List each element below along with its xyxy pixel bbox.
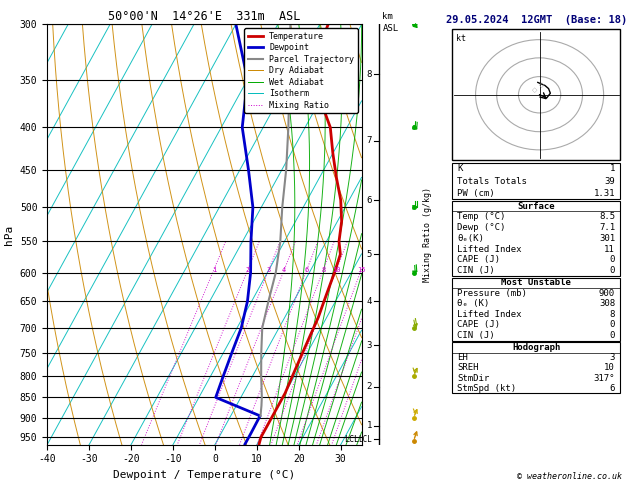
Text: StmDir: StmDir (457, 374, 489, 382)
Legend: Temperature, Dewpoint, Parcel Trajectory, Dry Adiabat, Wet Adiabat, Isotherm, Mi: Temperature, Dewpoint, Parcel Trajectory… (244, 29, 357, 113)
Text: 3: 3 (367, 341, 372, 350)
Text: 308: 308 (599, 299, 615, 309)
Text: 3: 3 (267, 267, 271, 273)
Text: kt: kt (455, 34, 465, 43)
Text: CIN (J): CIN (J) (457, 266, 495, 275)
Text: © weatheronline.co.uk: © weatheronline.co.uk (517, 472, 622, 481)
Text: 0: 0 (610, 331, 615, 340)
Text: 8: 8 (321, 267, 325, 273)
Text: 1.31: 1.31 (594, 189, 615, 198)
Text: Temp (°C): Temp (°C) (457, 212, 506, 221)
Text: Hodograph: Hodograph (512, 343, 560, 352)
Text: 5: 5 (367, 250, 372, 259)
Text: 6: 6 (610, 383, 615, 393)
Bar (452, 163, 620, 199)
Text: 15: 15 (357, 267, 365, 273)
Bar (452, 201, 620, 276)
Text: CIN (J): CIN (J) (457, 331, 495, 340)
Text: ASL: ASL (382, 24, 399, 33)
Text: 10: 10 (332, 267, 341, 273)
Text: θₑ (K): θₑ (K) (457, 299, 489, 309)
Text: 6: 6 (367, 195, 372, 205)
Text: 10: 10 (604, 364, 615, 372)
Text: 4: 4 (282, 267, 286, 273)
Text: Surface: Surface (518, 202, 555, 210)
Text: 2: 2 (245, 267, 250, 273)
Text: CAPE (J): CAPE (J) (457, 320, 500, 330)
Text: 8: 8 (610, 310, 615, 319)
Text: 900: 900 (599, 289, 615, 298)
Bar (452, 278, 620, 341)
Text: CAPE (J): CAPE (J) (457, 255, 500, 264)
Text: 1: 1 (367, 421, 372, 430)
Text: StmSpd (kt): StmSpd (kt) (457, 383, 516, 393)
Text: Most Unstable: Most Unstable (501, 278, 571, 287)
Text: SREH: SREH (457, 364, 479, 372)
Text: ◇: ◇ (532, 87, 537, 93)
Text: Mixing Ratio (g/kg): Mixing Ratio (g/kg) (423, 187, 432, 282)
Text: K: K (457, 164, 463, 174)
Text: Totals Totals: Totals Totals (457, 176, 527, 186)
Text: 0: 0 (610, 266, 615, 275)
Text: 7.1: 7.1 (599, 223, 615, 232)
Text: Dewp (°C): Dewp (°C) (457, 223, 506, 232)
Text: 301: 301 (599, 234, 615, 243)
X-axis label: Dewpoint / Temperature (°C): Dewpoint / Temperature (°C) (113, 470, 296, 480)
Bar (452, 342, 620, 393)
Title: 50°00'N  14°26'E  331m  ASL: 50°00'N 14°26'E 331m ASL (108, 10, 301, 23)
Text: 317°: 317° (594, 374, 615, 382)
Text: km: km (382, 12, 393, 21)
Text: PW (cm): PW (cm) (457, 189, 495, 198)
Text: Lifted Index: Lifted Index (457, 310, 522, 319)
Text: 4: 4 (367, 297, 372, 306)
Text: 8.5: 8.5 (599, 212, 615, 221)
Text: 3: 3 (610, 353, 615, 363)
Text: 7: 7 (367, 136, 372, 145)
Text: 0: 0 (610, 320, 615, 330)
Text: 11: 11 (604, 244, 615, 254)
Text: θₑ(K): θₑ(K) (457, 234, 484, 243)
Text: LCL: LCL (358, 434, 372, 444)
Text: ◇: ◇ (538, 83, 544, 88)
Text: Lifted Index: Lifted Index (457, 244, 522, 254)
Y-axis label: hPa: hPa (4, 225, 14, 244)
Bar (452, 29, 620, 160)
Text: 29.05.2024  12GMT  (Base: 18): 29.05.2024 12GMT (Base: 18) (445, 15, 627, 25)
Text: LCL: LCL (345, 434, 360, 444)
Text: EH: EH (457, 353, 468, 363)
Text: 1: 1 (212, 267, 216, 273)
Text: Pressure (mb): Pressure (mb) (457, 289, 527, 298)
Text: 0: 0 (610, 255, 615, 264)
Text: 8: 8 (367, 70, 372, 79)
Text: 39: 39 (604, 176, 615, 186)
Text: 2: 2 (367, 382, 372, 391)
Text: 6: 6 (304, 267, 309, 273)
Text: 1: 1 (610, 164, 615, 174)
